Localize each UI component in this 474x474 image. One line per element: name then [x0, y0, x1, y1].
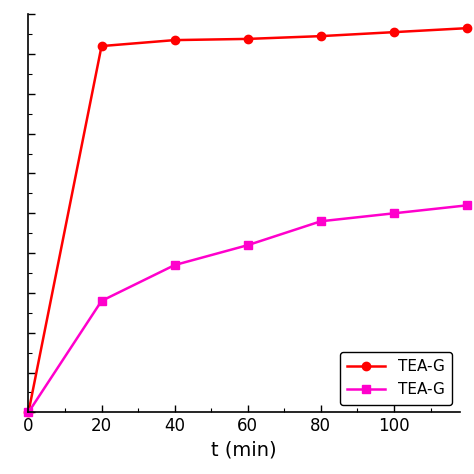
TEA-G	[245, 242, 251, 248]
TEA-G	[26, 410, 31, 415]
TEA-G	[99, 298, 104, 304]
TEA-G	[391, 210, 397, 216]
TEA-G	[318, 33, 324, 39]
X-axis label: t (min): t (min)	[211, 441, 277, 460]
TEA-G	[172, 262, 177, 268]
TEA-G	[26, 410, 31, 415]
TEA-G	[464, 202, 470, 208]
TEA-G	[464, 25, 470, 31]
TEA-G	[172, 37, 177, 43]
TEA-G	[391, 29, 397, 35]
TEA-G	[99, 43, 104, 49]
Line: TEA-G: TEA-G	[24, 24, 471, 417]
Line: TEA-G: TEA-G	[24, 201, 471, 417]
Legend: TEA-G, TEA-G: TEA-G, TEA-G	[339, 352, 452, 405]
TEA-G	[245, 36, 251, 42]
TEA-G	[318, 219, 324, 224]
